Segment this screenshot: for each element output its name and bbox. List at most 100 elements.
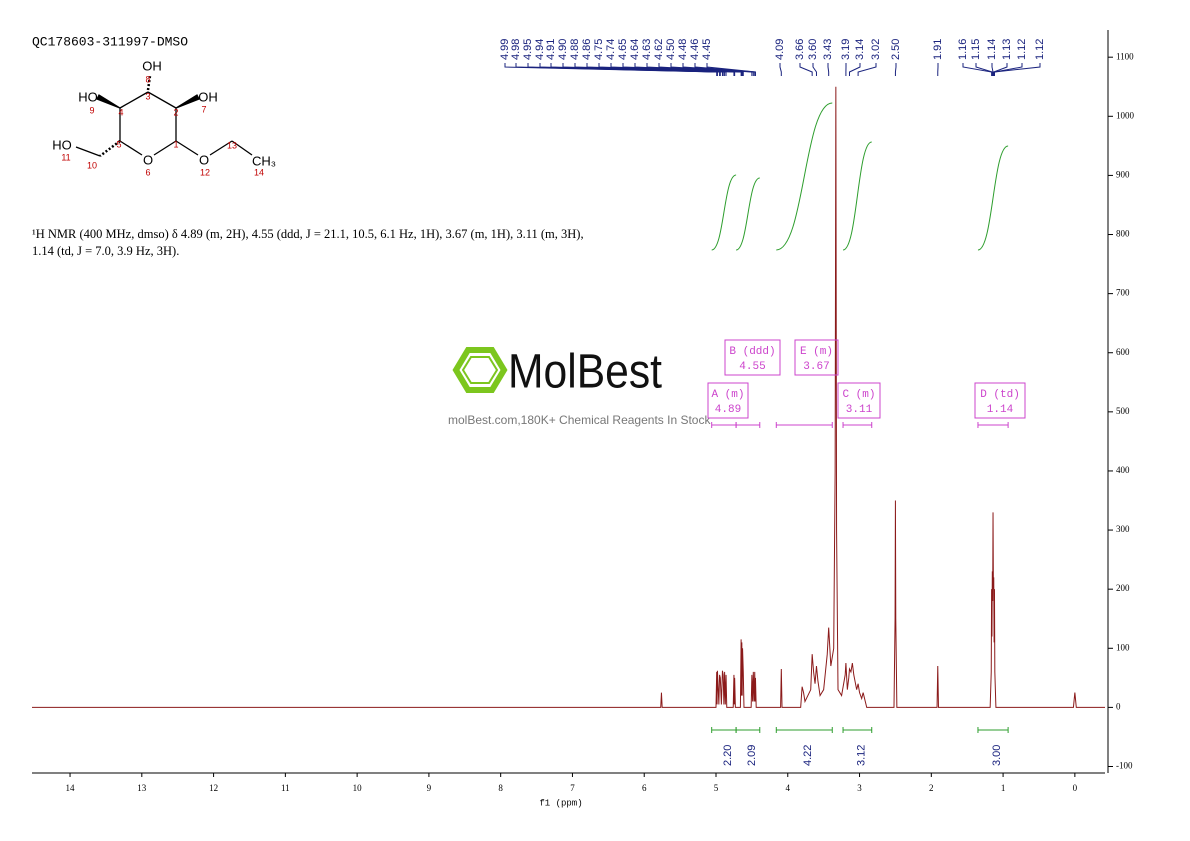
peak-connector xyxy=(658,63,744,76)
peak-label: 3.60 xyxy=(807,39,819,60)
integral-label: 3.00 xyxy=(991,745,1003,766)
watermark-tagline: molBest.com,180K+ Chemical Reagents In S… xyxy=(448,413,711,427)
peak-connector xyxy=(799,63,813,76)
peak-connector xyxy=(857,63,877,76)
multiplet-label: A (m) xyxy=(711,389,744,401)
y-tick-label: 800 xyxy=(1116,229,1130,239)
atom-number: 5 xyxy=(116,139,121,149)
atom-label: CH₃ xyxy=(252,153,276,168)
multiplet-box xyxy=(724,339,781,376)
x-tick-label: 4 xyxy=(786,783,791,793)
atom-number: 4 xyxy=(118,107,123,117)
peak-connector xyxy=(694,63,756,76)
x-tick-label: 8 xyxy=(498,783,503,793)
peak-label: 1.91 xyxy=(932,39,944,60)
x-tick-label: 6 xyxy=(642,783,647,793)
integral-label: 2.20 xyxy=(722,745,734,766)
multiplet-shift: 3.67 xyxy=(803,361,829,373)
atom-number: 2 xyxy=(173,107,178,117)
atom-number: 13 xyxy=(227,140,237,150)
x-tick-label: 3 xyxy=(857,783,862,793)
peak-connector xyxy=(682,63,754,76)
peak-connector xyxy=(991,63,994,76)
peak-label: 4.48 xyxy=(677,39,689,60)
peak-label: 4.75 xyxy=(593,39,605,60)
peak-label: 4.45 xyxy=(701,39,713,60)
spectrum-line xyxy=(32,86,1105,708)
atom-number: 11 xyxy=(61,152,70,162)
y-tick-label: 0 xyxy=(1116,701,1121,711)
atom-number: 14 xyxy=(254,167,264,177)
atom-number: 10 xyxy=(87,160,97,170)
structure xyxy=(75,75,253,157)
peak-label: 4.88 xyxy=(569,39,581,60)
integral-curve xyxy=(735,177,761,251)
watermark-brand: MolBest xyxy=(508,346,662,399)
y-tick-label: -100 xyxy=(1116,761,1133,771)
peak-connector xyxy=(827,63,830,76)
atom-number: 12 xyxy=(200,167,210,177)
x-axis-label: f1 (ppm) xyxy=(539,798,582,808)
integral-curve xyxy=(977,145,1009,251)
peak-label: 4.46 xyxy=(689,39,701,60)
peak-connector xyxy=(779,63,782,76)
multiplet-label: C (m) xyxy=(842,389,875,401)
x-tick-label: 13 xyxy=(137,783,147,793)
atom-label: HO xyxy=(78,89,98,104)
peak-label: 4.94 xyxy=(534,39,546,60)
integral-label: 2.09 xyxy=(746,745,758,766)
atom-label: OH xyxy=(142,58,162,73)
integral-label: 4.22 xyxy=(802,745,814,766)
y-tick-label: 1100 xyxy=(1116,51,1134,61)
integral-curve xyxy=(842,141,872,251)
y-tick-label: 300 xyxy=(1116,524,1130,534)
peak-label: 1.12 xyxy=(1016,39,1028,60)
peak-label: 1.13 xyxy=(1001,39,1013,60)
y-tick-label: 600 xyxy=(1116,347,1130,357)
peak-label: 4.50 xyxy=(665,39,677,60)
multiplet-shift: 3.11 xyxy=(846,404,873,416)
peak-connector xyxy=(812,63,817,76)
atom-number: 6 xyxy=(145,167,150,177)
atom-number: 1 xyxy=(173,139,178,149)
peak-label: 3.19 xyxy=(840,39,852,60)
multiplet-label: E (m) xyxy=(800,346,833,358)
integral-curve xyxy=(711,174,737,251)
atom-number: 3 xyxy=(145,91,150,101)
x-tick-label: 1 xyxy=(1001,783,1006,793)
y-tick-label: 500 xyxy=(1116,406,1130,416)
x-tick-label: 12 xyxy=(209,783,218,793)
x-tick-label: 9 xyxy=(427,783,432,793)
atom-number: 8 xyxy=(145,74,150,84)
chart-title: QC178603-311997-DMSO xyxy=(32,34,188,49)
atom-label: O xyxy=(143,152,153,167)
peak-label: 4.62 xyxy=(653,39,665,60)
multiplet-shift: 1.14 xyxy=(987,404,1014,416)
y-tick-label: 1000 xyxy=(1116,110,1135,120)
peak-label: 1.16 xyxy=(957,39,969,60)
peak-connector xyxy=(848,63,861,76)
x-tick-label: 2 xyxy=(929,783,934,793)
atom-number: 7 xyxy=(201,104,206,114)
atom-label: OH xyxy=(198,89,218,104)
peak-label: 4.91 xyxy=(545,39,557,60)
peak-label: 4.86 xyxy=(581,39,593,60)
peak-label: 4.74 xyxy=(605,39,617,60)
peak-label: 1.14 xyxy=(986,39,998,60)
peak-label: 3.14 xyxy=(854,39,866,60)
x-tick-label: 11 xyxy=(281,783,290,793)
nmr-description: ¹H NMR (400 MHz, dmso) δ 4.89 (m, 2H), 4… xyxy=(32,227,584,258)
peak-label: 4.95 xyxy=(522,39,534,60)
peak-label: 4.99 xyxy=(499,39,511,60)
peak-connector xyxy=(993,63,1041,76)
y-tick-label: 100 xyxy=(1116,642,1130,652)
y-tick-label: 700 xyxy=(1116,288,1130,298)
peak-label: 1.15 xyxy=(970,39,982,60)
peak-label: 4.65 xyxy=(617,39,629,60)
multiplet-box xyxy=(837,382,881,419)
peak-label: 4.09 xyxy=(774,39,786,60)
peak-connector xyxy=(993,63,1008,76)
y-tick-label: 900 xyxy=(1116,169,1130,179)
